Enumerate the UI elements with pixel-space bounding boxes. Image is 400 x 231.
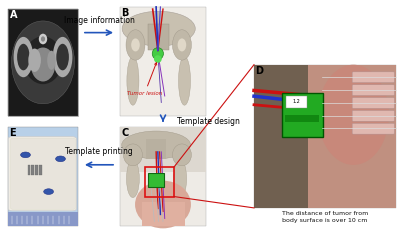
Bar — [8, 127, 78, 226]
Ellipse shape — [41, 36, 45, 42]
Bar — [285, 115, 319, 122]
FancyBboxPatch shape — [352, 72, 394, 82]
Bar — [39, 165, 42, 175]
Bar — [254, 65, 308, 208]
Ellipse shape — [131, 38, 140, 52]
Ellipse shape — [174, 160, 187, 198]
Bar — [8, 9, 78, 116]
Bar — [8, 9, 78, 116]
Ellipse shape — [172, 30, 191, 60]
Ellipse shape — [56, 44, 69, 70]
Text: A: A — [10, 10, 17, 20]
Circle shape — [56, 156, 65, 162]
FancyBboxPatch shape — [352, 85, 394, 95]
Ellipse shape — [126, 160, 139, 198]
FancyBboxPatch shape — [352, 123, 394, 134]
Bar — [28, 165, 30, 175]
Ellipse shape — [318, 65, 389, 165]
Ellipse shape — [47, 51, 56, 70]
Ellipse shape — [135, 181, 191, 228]
Ellipse shape — [122, 131, 190, 159]
Ellipse shape — [127, 56, 139, 105]
Ellipse shape — [24, 36, 62, 84]
Ellipse shape — [178, 56, 190, 105]
Bar — [148, 24, 169, 50]
FancyBboxPatch shape — [148, 173, 164, 187]
Ellipse shape — [53, 37, 72, 77]
Bar — [120, 127, 206, 226]
Ellipse shape — [12, 21, 74, 104]
Text: C: C — [122, 128, 129, 138]
Circle shape — [44, 189, 54, 195]
Ellipse shape — [14, 37, 33, 77]
Ellipse shape — [126, 30, 145, 60]
Ellipse shape — [122, 11, 195, 46]
Ellipse shape — [17, 44, 30, 70]
FancyBboxPatch shape — [10, 138, 76, 209]
Bar — [32, 165, 34, 175]
Ellipse shape — [178, 38, 186, 52]
Text: 1.2: 1.2 — [293, 99, 300, 104]
Text: Image information: Image information — [64, 15, 134, 24]
Ellipse shape — [124, 144, 142, 166]
Bar — [120, 7, 206, 116]
Text: Tumor lesion: Tumor lesion — [127, 63, 162, 96]
Bar — [254, 65, 396, 208]
Text: Template design: Template design — [177, 117, 240, 126]
Text: The distance of tumor from
body surface is over 10 cm: The distance of tumor from body surface … — [282, 211, 368, 222]
Bar — [120, 127, 206, 172]
Text: B: B — [122, 8, 129, 18]
Text: E: E — [10, 128, 16, 138]
FancyBboxPatch shape — [352, 98, 394, 108]
Bar — [142, 201, 184, 226]
FancyBboxPatch shape — [282, 93, 322, 137]
Bar — [35, 165, 38, 175]
Ellipse shape — [152, 48, 164, 60]
Bar — [8, 213, 78, 226]
Text: Template printing: Template printing — [65, 146, 133, 155]
FancyBboxPatch shape — [8, 137, 76, 211]
FancyBboxPatch shape — [286, 96, 307, 108]
Ellipse shape — [172, 144, 191, 166]
Circle shape — [21, 152, 30, 158]
FancyBboxPatch shape — [352, 111, 394, 121]
Ellipse shape — [31, 48, 55, 82]
Ellipse shape — [154, 55, 162, 63]
Ellipse shape — [39, 34, 47, 44]
Bar — [146, 139, 166, 159]
Bar — [308, 65, 396, 208]
Text: D: D — [256, 66, 264, 76]
Ellipse shape — [28, 49, 41, 72]
Bar — [145, 167, 174, 197]
